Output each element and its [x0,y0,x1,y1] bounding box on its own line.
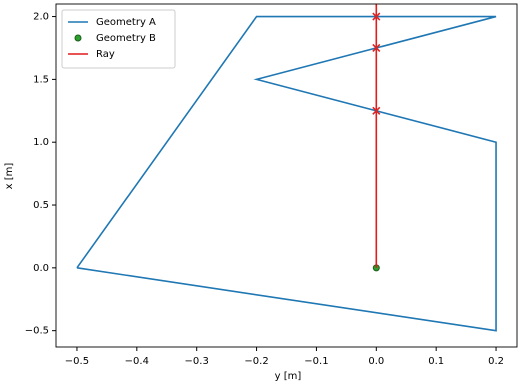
x-tick-label: −0.2 [244,356,268,367]
cross-stroke [372,12,381,21]
plot-frame [55,3,518,348]
y-tick-label: 0.5 [33,200,49,211]
cross-marker [372,12,381,21]
y-tick-label: −0.5 [25,326,49,337]
y-tick-label: 0.0 [33,263,49,274]
y-tick-label: 1.0 [33,137,49,148]
x-tick-label: −0.5 [65,356,89,367]
x-tick-label: −0.4 [125,356,149,367]
cross-stroke [372,43,381,53]
legend-box [61,9,176,69]
x-tick-label: 0.1 [428,356,444,367]
x-axis-label: y [m] [275,371,302,382]
cross-stroke [372,106,381,115]
legend-label: Geometry B [96,33,156,44]
x-tick-label: 0.0 [368,356,384,367]
legend-label: Ray [96,49,115,60]
y-tick-label: 1.5 [33,74,49,85]
x-tick-label: −0.1 [304,356,328,367]
y-axis-label: x [m] [4,163,15,190]
cross-marker [372,106,381,115]
series-line [76,15,497,332]
legend-swatch [74,34,82,42]
y-tick-label: 2.0 [33,12,49,23]
legend: Geometry A Geometry B Ray [61,9,176,69]
x-tick-label: 0.2 [488,356,504,367]
legend-label: Geometry A [96,17,156,28]
x-tick-label: −0.3 [185,356,209,367]
cross-marker [372,43,381,53]
